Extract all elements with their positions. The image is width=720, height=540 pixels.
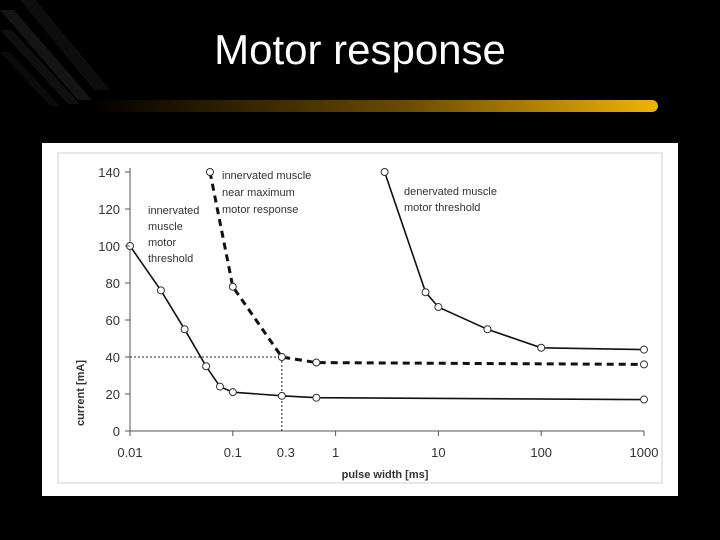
- annotation-line: motor threshold: [404, 202, 480, 214]
- diagonal-stripes: [0, 0, 110, 106]
- x-tick-label: 0.01: [117, 445, 142, 460]
- data-point: [640, 345, 648, 354]
- reference-x-label: 0.3: [277, 445, 295, 460]
- x-tick-label: 0.1: [224, 445, 242, 460]
- data-point: [537, 343, 546, 352]
- y-tick-label: 20: [106, 387, 120, 402]
- data-point: [228, 388, 237, 397]
- y-tick-label: 40: [106, 350, 120, 365]
- series-line-3: [383, 171, 645, 351]
- slide-decoration: [0, 0, 658, 112]
- y-tick-label: 80: [106, 276, 120, 291]
- series-line-2: [208, 171, 645, 366]
- annotation-line: motor response: [222, 204, 298, 216]
- data-point: [421, 288, 430, 297]
- accent-bar: [92, 100, 658, 112]
- y-tick-label: 100: [98, 239, 120, 254]
- data-point: [202, 362, 211, 371]
- annotation-line: threshold: [148, 253, 193, 265]
- y-tick-label: 0: [113, 424, 120, 439]
- x-tick-label: 10: [431, 445, 445, 460]
- data-point: [640, 360, 648, 369]
- y-tick-label: 140: [98, 165, 120, 180]
- y-axis-title: current [mA]: [75, 360, 87, 426]
- annotations: innervated muscle motor thresholdinnervated…: [148, 170, 497, 460]
- annotation-line: near maximum: [222, 187, 295, 199]
- y-tick-label: 60: [106, 313, 120, 328]
- annotation-line: muscle: [148, 221, 183, 233]
- data-point: [312, 393, 321, 402]
- x-axis-title: pulse width [ms]: [342, 469, 429, 481]
- annotation-line: motor: [148, 237, 176, 249]
- data-point: [640, 395, 648, 404]
- data-point: [180, 325, 189, 334]
- point-markers: [126, 168, 648, 404]
- annotation-1: innervated muscle motor threshold: [148, 205, 199, 265]
- data-point: [434, 303, 443, 312]
- data-point: [380, 168, 389, 176]
- annotation-2: innervated muscle near maximum motor respo…: [222, 170, 311, 216]
- y-tick-label: 120: [98, 202, 120, 217]
- data-point: [277, 353, 286, 361]
- slide-title: Motor response: [214, 26, 506, 73]
- data-point: [312, 358, 321, 367]
- annotation-line: innervated muscle: [222, 170, 311, 182]
- figure-panel: 0 20 40 60 80 100 120 140 0.01 0.1 1 10 100 1000 inne…: [42, 143, 678, 496]
- data-point: [205, 168, 214, 176]
- x-tick-label: 1000: [630, 445, 659, 460]
- axes: [129, 168, 644, 432]
- data-point: [228, 282, 237, 291]
- annotation-3: denervated muscle motor threshold: [404, 186, 497, 214]
- annotation-line: innervated: [148, 205, 199, 217]
- motor-response-chart: 0 20 40 60 80 100 120 140 0.01 0.1 1 10 100 1000 inne…: [57, 152, 663, 484]
- x-tick-label: 1: [332, 445, 339, 460]
- data-point: [483, 325, 492, 334]
- annotation-line: denervated muscle: [404, 186, 497, 198]
- x-tick-label: 100: [530, 445, 552, 460]
- data-point: [156, 286, 165, 295]
- plot-frame: [57, 152, 663, 484]
- tick-labels: 0 20 40 60 80 100 120 140 0.01 0.1 1 10 100 1000: [98, 165, 658, 460]
- data-point: [277, 391, 286, 400]
- data-point: [215, 382, 224, 391]
